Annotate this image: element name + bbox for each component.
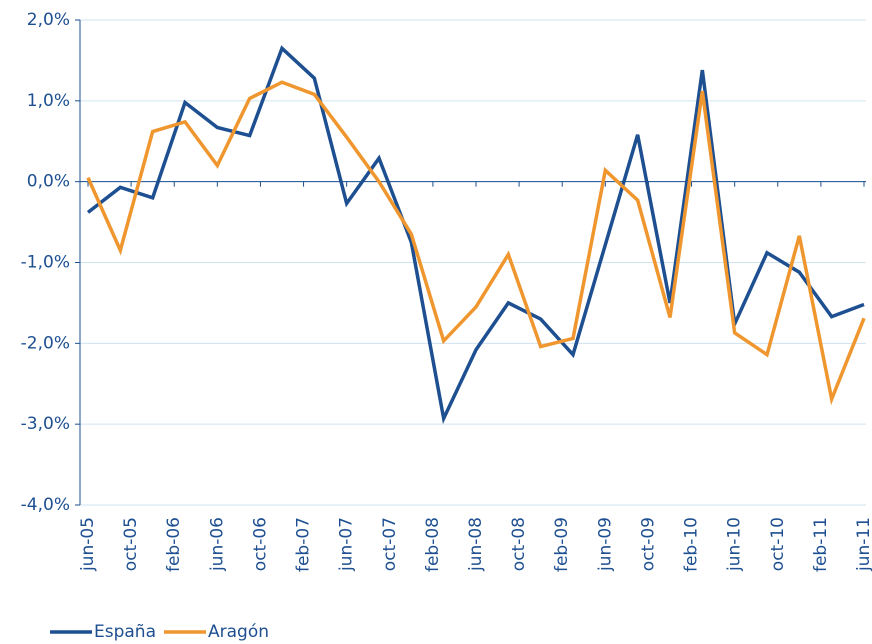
series-line <box>86 80 866 406</box>
x-tick-label: oct-10 <box>768 517 788 571</box>
x-tick-label: feb-11 <box>811 517 831 572</box>
y-tick-label: 1,0% <box>27 91 70 111</box>
x-tick-label: oct-09 <box>638 517 658 571</box>
x-tick-label: oct-08 <box>509 517 529 571</box>
x-tick-label: jun-05 <box>78 517 98 572</box>
x-tick-label: jun-08 <box>466 517 486 572</box>
x-tick-label: oct-07 <box>380 517 400 571</box>
x-tick-label: feb-10 <box>682 517 702 572</box>
y-tick-label: 0,0% <box>27 172 70 192</box>
x-tick-label: jun-11 <box>854 517 872 572</box>
x-tick-label: feb-07 <box>294 517 314 572</box>
x-tick-label: oct-06 <box>250 517 270 571</box>
x-tick-label: feb-06 <box>164 517 184 572</box>
x-tick-label: feb-08 <box>423 517 443 572</box>
legend-label: Aragón <box>208 622 269 642</box>
y-tick-label: -1,0% <box>21 253 70 273</box>
x-tick-label: oct-05 <box>121 517 141 571</box>
x-tick-label: jun-06 <box>207 517 227 572</box>
y-tick-label: -4,0% <box>21 495 70 515</box>
y-tick-label: 2,0% <box>27 10 70 30</box>
legend-label: España <box>94 622 156 642</box>
series-line <box>86 45 865 425</box>
y-tick-label: -3,0% <box>21 414 70 434</box>
y-tick-label: -2,0% <box>21 333 70 353</box>
x-tick-label: jun-10 <box>725 517 745 572</box>
x-tick-label: jun-09 <box>595 517 615 572</box>
x-tick-label: jun-07 <box>337 517 357 572</box>
x-tick-label: feb-09 <box>552 517 572 572</box>
